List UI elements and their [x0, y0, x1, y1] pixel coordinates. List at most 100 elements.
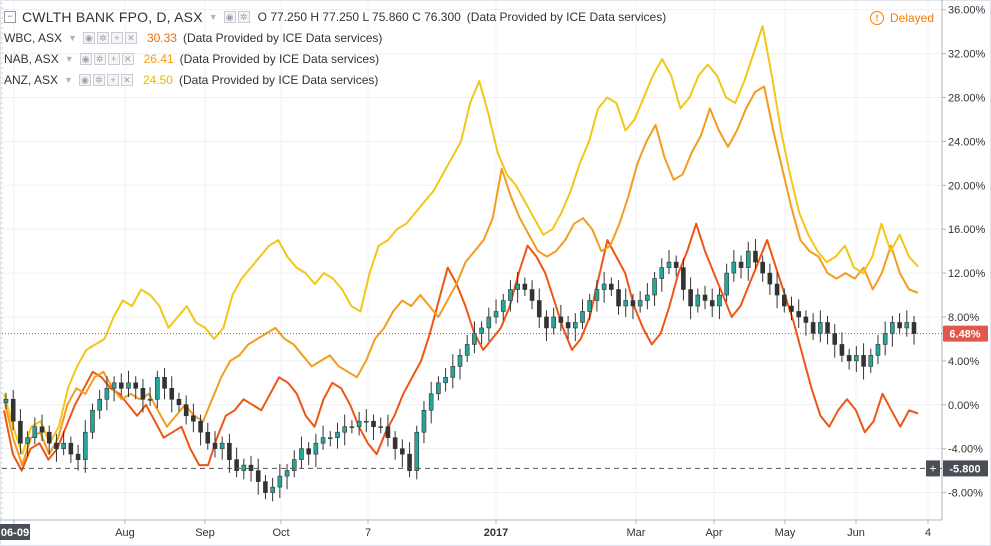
candle-body: [890, 322, 895, 334]
candle-body: [450, 366, 456, 378]
candle-body: [176, 398, 182, 406]
legend: − CWLTH BANK FPO, D, ASX ▼ ◉ ✲ O 77.250 H…: [4, 6, 666, 90]
delayed-label: Delayed: [890, 11, 935, 25]
candle-body: [277, 475, 283, 488]
candle-body: [25, 437, 30, 444]
candle-body: [587, 300, 593, 312]
candle-body: [147, 398, 153, 401]
candle-body: [486, 316, 492, 329]
candle-body: [738, 261, 744, 268]
x-tick-label: Sep: [195, 527, 215, 539]
candle-body: [493, 311, 499, 318]
close-icon[interactable]: ✕: [121, 52, 134, 65]
candle-body: [39, 426, 45, 433]
candle-body: [82, 431, 88, 460]
candle-body: [32, 426, 38, 438]
y-tick-label: 28.00%: [948, 92, 986, 104]
crosshair-plus-button: [926, 460, 940, 477]
candle-body: [717, 294, 722, 307]
candle-body: [119, 382, 124, 389]
candle-body: [551, 316, 556, 329]
x-tick-label: 7: [365, 527, 371, 539]
candle-body: [68, 442, 74, 455]
candle-body: [191, 415, 196, 422]
plus-icon[interactable]: +: [110, 31, 123, 44]
x-tick-label: Oct: [272, 527, 289, 539]
candle-body: [832, 333, 838, 345]
gear-icon[interactable]: ✲: [96, 31, 109, 44]
candle-body: [659, 267, 665, 279]
candle-body: [861, 355, 866, 367]
marker-layer: 6.48% + -5.800 06-09: [0, 325, 988, 540]
alert-circle-icon: !: [870, 11, 884, 25]
delayed-status[interactable]: ! Delayed: [870, 11, 934, 25]
candle-body: [400, 448, 405, 455]
eye-icon[interactable]: ◉: [79, 52, 92, 65]
candle-body: [327, 437, 333, 439]
compare-symbol[interactable]: NAB, ASX: [4, 51, 59, 66]
close-icon[interactable]: ✕: [120, 73, 133, 86]
candle-body: [854, 355, 859, 362]
main-symbol[interactable]: CWLTH BANK FPO, D, ASX: [22, 8, 203, 25]
candle-body: [522, 283, 528, 290]
candle-body: [839, 344, 845, 356]
plus-icon[interactable]: +: [107, 52, 120, 65]
candle-body: [666, 261, 672, 268]
candle-body: [630, 300, 636, 307]
eye-icon[interactable]: ◉: [78, 73, 91, 86]
candle-body: [378, 426, 384, 429]
chevron-down-icon[interactable]: ▼: [64, 53, 74, 64]
x-tick-label: Apr: [705, 527, 722, 539]
candle-body: [133, 382, 139, 389]
compare-value: 24.50: [142, 72, 173, 87]
candle-body: [248, 464, 254, 471]
y-tick-label: 24.00%: [948, 136, 986, 148]
chevron-down-icon[interactable]: ▼: [208, 11, 218, 22]
current-price-label: 6.48%: [949, 329, 980, 341]
candle-body: [594, 289, 600, 301]
x-tick-label: 2017: [484, 527, 508, 539]
x-tick-label: Jun: [847, 527, 865, 539]
candle-body: [825, 322, 830, 334]
candle-body: [18, 420, 23, 444]
candle-body: [767, 272, 773, 285]
time-axis: Aug Sep Oct 7 2017 Mar Apr May Jun 4: [0, 519, 942, 539]
collapse-legend-icon[interactable]: −: [4, 10, 16, 23]
chevron-down-icon[interactable]: ▼: [64, 74, 73, 85]
candle-body: [54, 442, 59, 449]
close-icon[interactable]: ✕: [124, 31, 137, 44]
candle-body: [3, 398, 9, 403]
candle-body: [760, 261, 765, 274]
series-line: [3, 85, 919, 467]
gear-icon[interactable]: ✲: [237, 10, 250, 23]
candle-body: [234, 459, 239, 471]
candle-body: [652, 278, 657, 296]
current-price-badge: [943, 325, 988, 342]
candle-body: [299, 448, 304, 460]
candle-body: [227, 442, 232, 460]
eye-icon[interactable]: ◉: [223, 10, 236, 23]
eye-icon[interactable]: ◉: [82, 31, 95, 44]
x-tick-label: 06-09: [1, 527, 29, 539]
compare-symbol[interactable]: ANZ, ASX: [4, 72, 59, 87]
candle-body: [313, 442, 319, 455]
candle-body: [781, 294, 787, 307]
candle-body: [789, 305, 794, 312]
plus-icon[interactable]: +: [106, 73, 119, 86]
gear-icon[interactable]: ✲: [93, 52, 106, 65]
gear-icon[interactable]: ✲: [92, 73, 105, 86]
candle-body: [356, 420, 362, 428]
candle-body: [183, 404, 189, 417]
candle-body: [291, 459, 297, 471]
candle-body: [544, 316, 549, 329]
compare-symbol[interactable]: WBC, ASX: [4, 30, 63, 45]
candle-body: [846, 355, 852, 362]
candle-body: [270, 486, 275, 493]
candle-body: [882, 333, 888, 345]
compare-value: 26.41: [143, 51, 174, 66]
crosshair-badge: [943, 460, 988, 477]
chevron-down-icon[interactable]: ▼: [68, 32, 77, 43]
candle-body: [688, 289, 693, 307]
crosshair-plus-icon: +: [929, 461, 936, 475]
